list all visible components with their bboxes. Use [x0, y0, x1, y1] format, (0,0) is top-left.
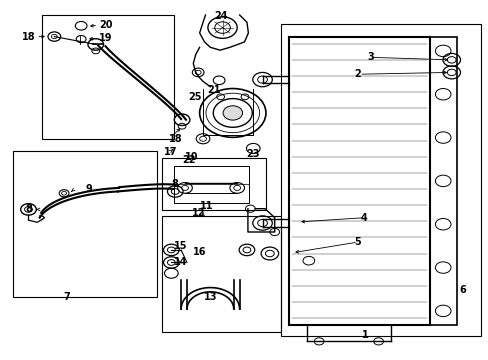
Bar	[429, 37, 456, 325]
Text: 17: 17	[163, 147, 177, 157]
Text: 10: 10	[185, 152, 198, 162]
Text: 9: 9	[85, 184, 92, 194]
Text: 4: 4	[360, 213, 366, 222]
Text: 18: 18	[169, 134, 183, 144]
Bar	[281, 24, 480, 336]
Text: 5: 5	[354, 237, 361, 247]
Text: 15: 15	[174, 241, 187, 251]
Text: 13: 13	[203, 292, 217, 302]
Text: 2: 2	[354, 69, 361, 79]
Text: 21: 21	[206, 85, 220, 95]
Bar	[161, 216, 281, 332]
Text: 23: 23	[245, 149, 259, 159]
Text: 11: 11	[199, 201, 213, 211]
Text: 22: 22	[183, 155, 196, 165]
Bar	[173, 166, 249, 203]
Text: 8: 8	[25, 204, 32, 215]
Text: 14: 14	[174, 257, 187, 267]
Text: 12: 12	[192, 208, 205, 218]
Bar	[161, 158, 266, 211]
Text: 3: 3	[366, 52, 373, 62]
Text: 25: 25	[187, 92, 201, 102]
Text: 8: 8	[171, 179, 178, 189]
Text: 6: 6	[459, 285, 466, 295]
Bar	[13, 151, 157, 297]
Text: 19: 19	[99, 33, 112, 43]
Text: 16: 16	[193, 247, 206, 257]
Circle shape	[223, 106, 242, 120]
Text: 7: 7	[63, 292, 70, 302]
Bar	[42, 15, 173, 139]
Text: 24: 24	[214, 11, 227, 21]
Text: 1: 1	[361, 330, 368, 340]
Text: 18: 18	[22, 32, 36, 41]
Text: 20: 20	[99, 20, 112, 30]
